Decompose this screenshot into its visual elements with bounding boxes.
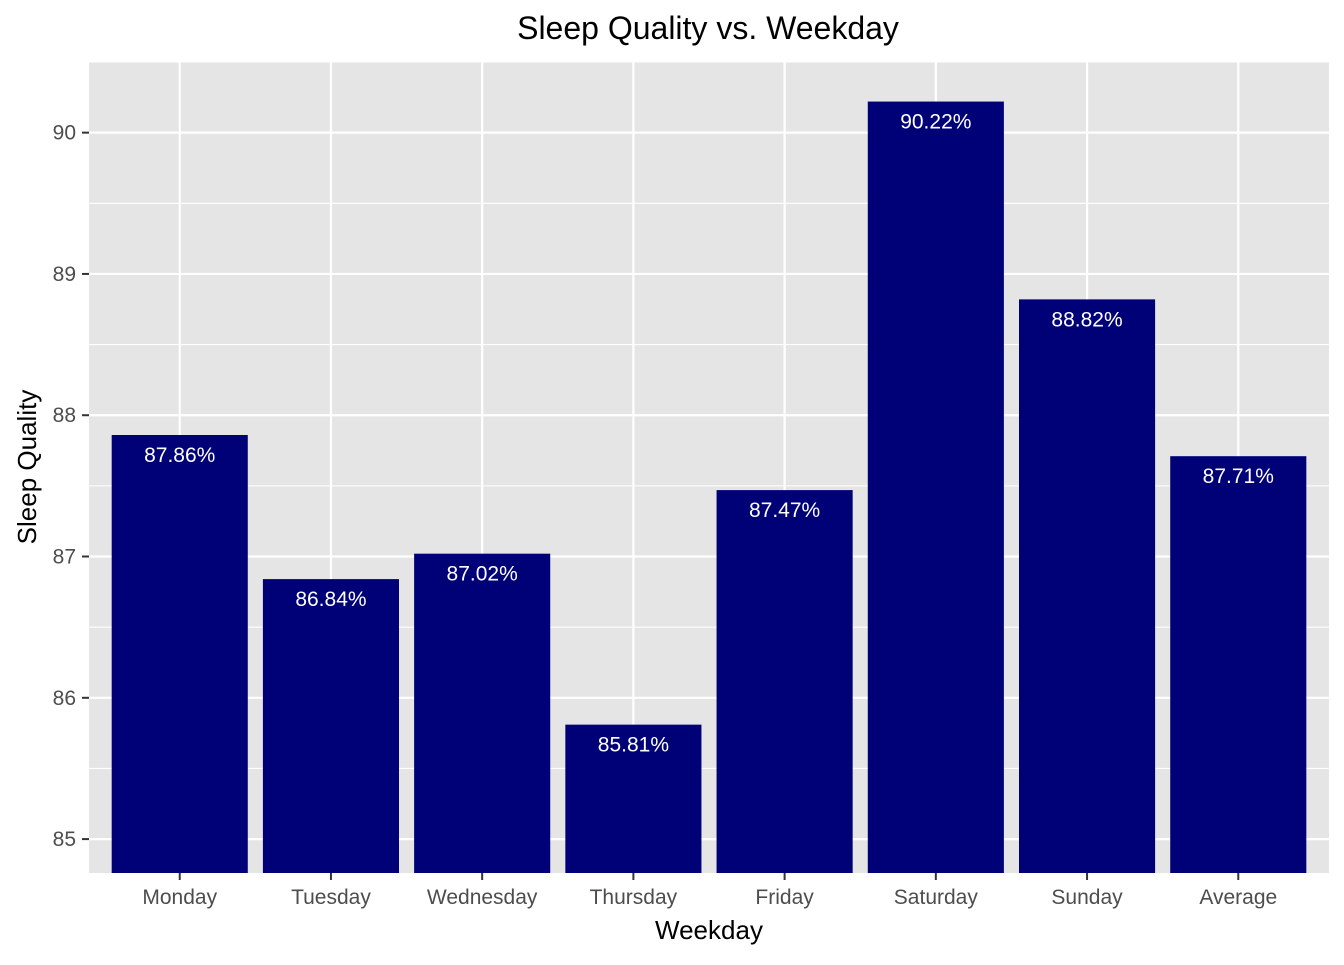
bars — [111, 101, 1307, 873]
y-tick-label: 90 — [53, 122, 76, 145]
data-label: 87.86% — [144, 444, 215, 467]
data-label: 87.71% — [1203, 465, 1274, 488]
data-label: 90.22% — [900, 111, 971, 134]
bar-wednesday — [414, 553, 551, 873]
data-labels: 87.86% 86.84% 87.02% 85.81% 87.47% 90.22% 88.8… — [144, 111, 1274, 757]
x-tick-label: Wednesday — [427, 886, 538, 909]
x-axis: Monday Tuesday Wednesday Thursday Friday Satu… — [142, 873, 1277, 909]
bar-saturday — [867, 101, 1004, 873]
y-tick-label: 88 — [53, 404, 76, 427]
x-tick-label: Monday — [142, 886, 217, 909]
chart-title: Sleep Quality vs. Weekday — [517, 10, 899, 46]
bar-sunday — [1019, 299, 1156, 873]
bar-tuesday — [262, 579, 399, 873]
y-axis: 85 86 87 88 89 90 — [53, 122, 89, 851]
bar-friday — [716, 490, 853, 873]
x-tick-label: Sunday — [1051, 886, 1123, 909]
data-label: 85.81% — [598, 734, 669, 757]
data-label: 88.82% — [1051, 308, 1122, 331]
data-label: 87.02% — [447, 563, 518, 586]
x-tick-label: Saturday — [894, 886, 979, 909]
x-axis-title: Weekday — [655, 915, 763, 945]
y-axis-title: Sleep Quality — [12, 390, 42, 545]
y-tick-label: 86 — [53, 687, 76, 710]
bar-average — [1170, 456, 1307, 873]
x-tick-label: Average — [1199, 886, 1277, 909]
bar-monday — [111, 435, 248, 873]
bar-thursday — [565, 724, 702, 873]
data-label: 87.47% — [749, 499, 820, 522]
data-label: 86.84% — [295, 588, 366, 611]
x-tick-label: Thursday — [590, 886, 678, 909]
x-tick-label: Friday — [755, 886, 814, 909]
y-tick-label: 85 — [53, 828, 76, 851]
y-tick-label: 89 — [53, 263, 76, 286]
x-tick-label: Tuesday — [291, 886, 371, 909]
y-tick-label: 87 — [53, 546, 76, 569]
